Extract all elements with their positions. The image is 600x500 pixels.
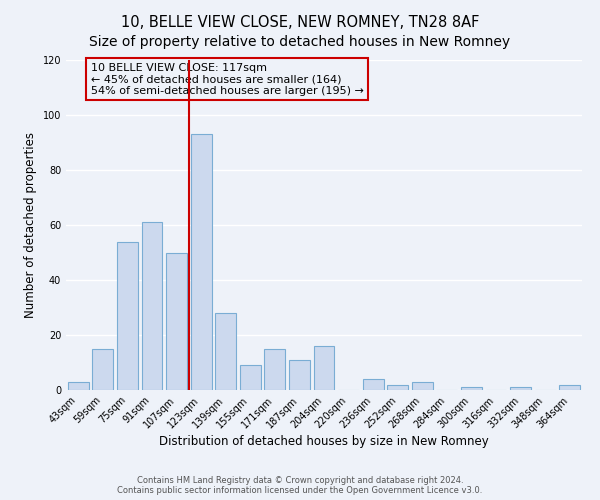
Text: 10 BELLE VIEW CLOSE: 117sqm
← 45% of detached houses are smaller (164)
54% of se: 10 BELLE VIEW CLOSE: 117sqm ← 45% of det… (91, 62, 364, 96)
Bar (510, 387, 531, 390)
Bar (215, 313, 236, 390)
Bar (387, 384, 408, 390)
Bar (559, 384, 580, 390)
Bar (240, 365, 261, 390)
Bar (166, 252, 187, 390)
Bar (289, 360, 310, 390)
Bar (68, 382, 89, 390)
Bar (461, 387, 482, 390)
Y-axis label: Number of detached properties: Number of detached properties (24, 132, 37, 318)
Text: 10, BELLE VIEW CLOSE, NEW ROMNEY, TN28 8AF: 10, BELLE VIEW CLOSE, NEW ROMNEY, TN28 8… (121, 15, 479, 30)
Bar (265, 349, 286, 390)
Bar (314, 346, 334, 390)
X-axis label: Distribution of detached houses by size in New Romney: Distribution of detached houses by size … (159, 436, 489, 448)
Text: Contains HM Land Registry data © Crown copyright and database right 2024.
Contai: Contains HM Land Registry data © Crown c… (118, 476, 482, 495)
Bar (142, 222, 163, 390)
Bar (92, 349, 113, 390)
Bar (362, 379, 383, 390)
Bar (412, 382, 433, 390)
Bar (117, 242, 138, 390)
Bar (191, 134, 212, 390)
Text: Size of property relative to detached houses in New Romney: Size of property relative to detached ho… (89, 35, 511, 49)
